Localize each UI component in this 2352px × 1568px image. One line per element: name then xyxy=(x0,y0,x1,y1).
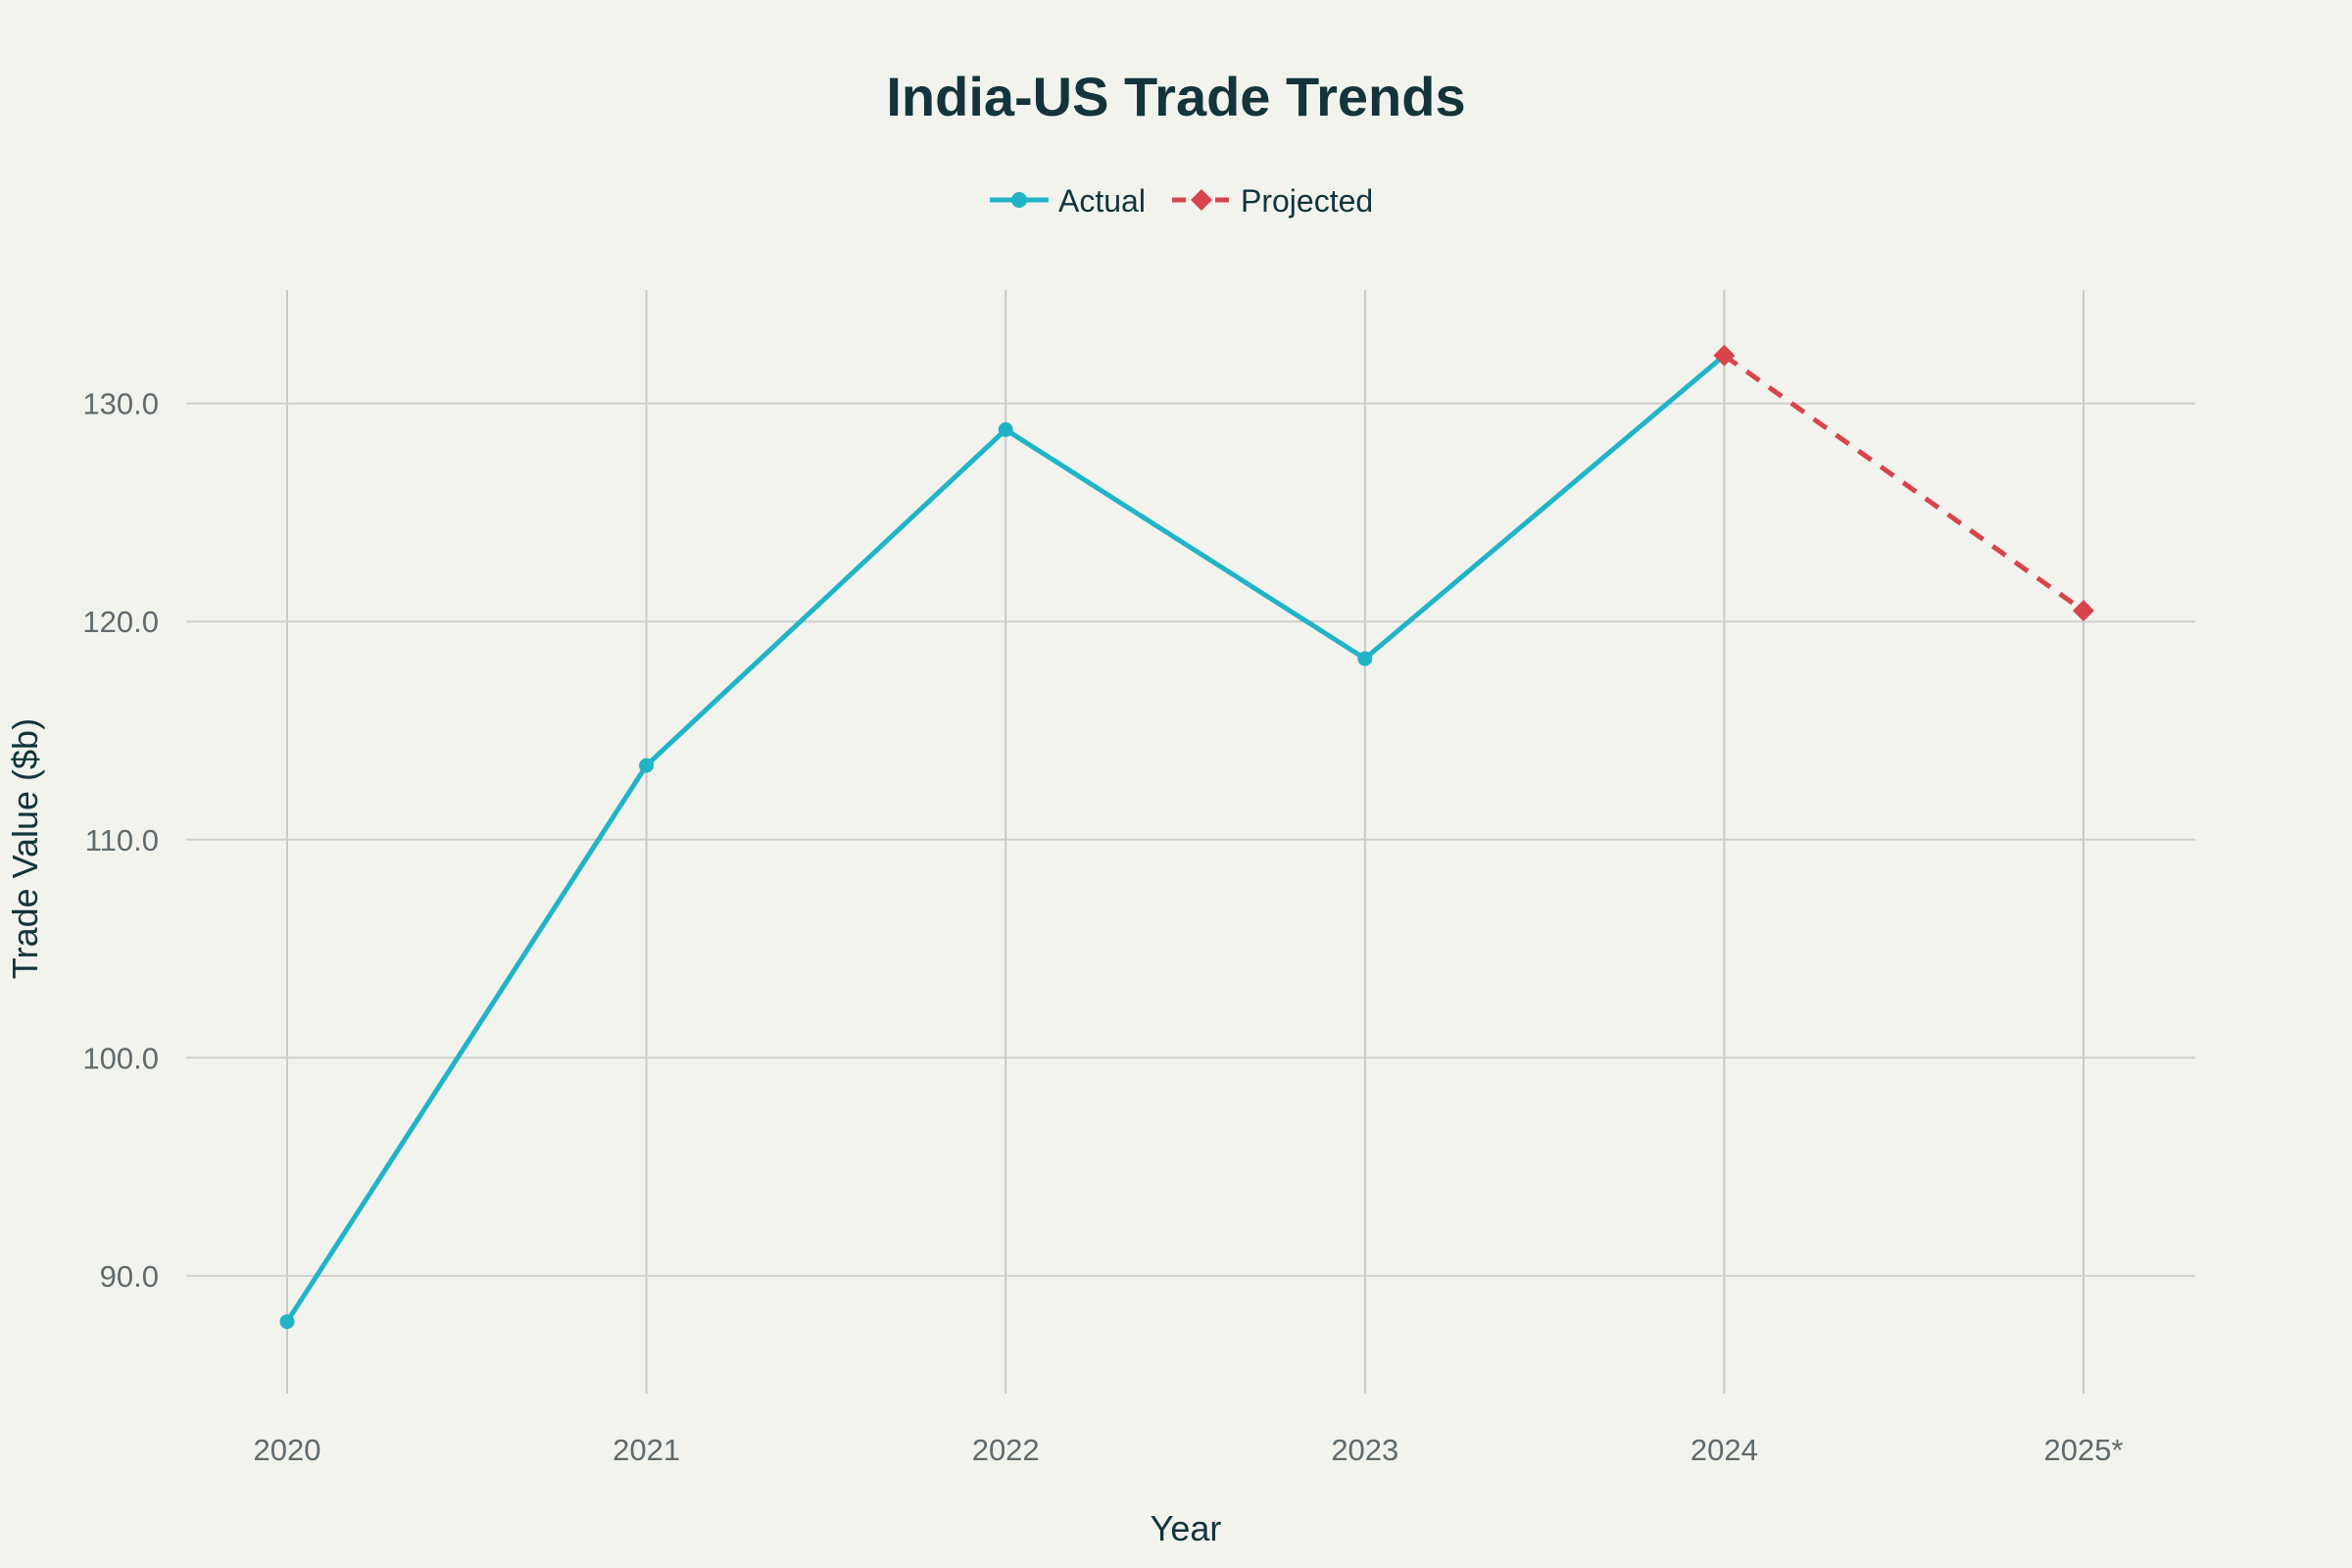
grid xyxy=(186,290,2195,1394)
legend-item-projected[interactable]: Projected xyxy=(1172,183,1373,219)
x-tick-label-2: 2022 xyxy=(972,1433,1040,1467)
legend-projected-label: Projected xyxy=(1241,183,1373,219)
legend-actual-label: Actual xyxy=(1058,183,1146,219)
chart-title: India-US Trade Trends xyxy=(886,66,1465,127)
y-tick-label-2: 110.0 xyxy=(85,823,159,858)
point-projected-2024 xyxy=(1713,344,1736,367)
point-actual-2020 xyxy=(279,1314,295,1330)
series-line-projected xyxy=(1722,353,2085,613)
y-tick-label-4: 130.0 xyxy=(82,387,159,421)
point-projected-2025 xyxy=(2073,600,2094,622)
legend: Actual Projected xyxy=(990,183,1373,219)
point-actual-2021 xyxy=(639,758,655,773)
x-tick-label-3: 2023 xyxy=(1331,1433,1398,1467)
point-actual-2023 xyxy=(1357,651,1373,666)
legend-projected-marker xyxy=(1191,189,1212,211)
y-tick-label-0: 90.0 xyxy=(100,1259,159,1294)
x-tick-label-1: 2021 xyxy=(612,1433,680,1467)
x-axis-title: Year xyxy=(1151,1508,1222,1548)
y-tick-label-3: 120.0 xyxy=(82,605,159,639)
x-tick-label-5: 2025* xyxy=(2043,1433,2123,1467)
markers xyxy=(279,344,2094,1330)
x-tick-label-0: 2020 xyxy=(254,1433,321,1467)
tick-labels: 2020 2021 2022 2023 2024 2025* 90.0 100.0 110.0 1… xyxy=(82,387,2123,1467)
legend-actual-marker xyxy=(1011,192,1027,208)
point-actual-2022 xyxy=(998,421,1013,437)
y-tick-label-1: 100.0 xyxy=(82,1041,159,1075)
x-tick-label-4: 2024 xyxy=(1690,1433,1758,1467)
y-axis-title: Trade Value ($b) xyxy=(5,718,45,979)
legend-item-actual[interactable]: Actual xyxy=(990,183,1146,219)
